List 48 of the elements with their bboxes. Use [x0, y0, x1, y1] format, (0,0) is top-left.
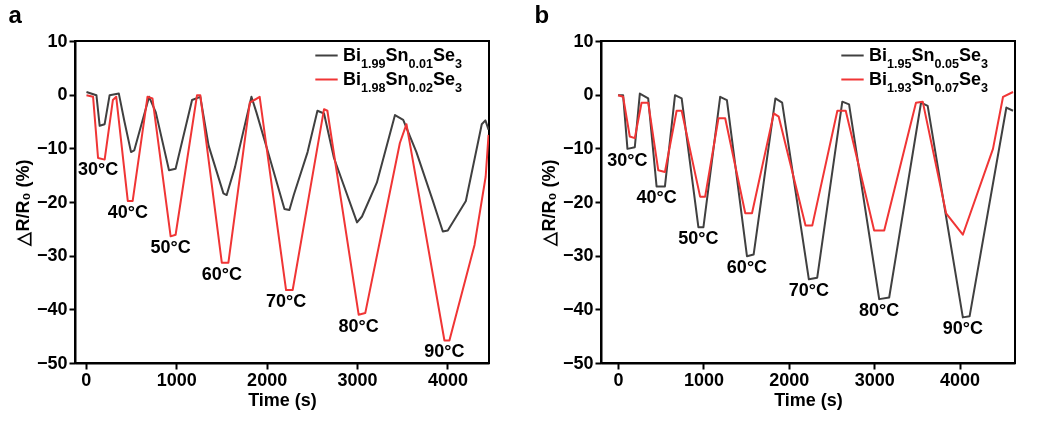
x-tick-label: 3000	[337, 369, 378, 390]
annotation: 50°C	[150, 237, 191, 258]
y-tick-label: −20	[36, 191, 68, 212]
y-tick-label: −50	[36, 352, 68, 373]
legend-label: Bi$_{1.98}$Sn$_{0.02}$Se$_{3}$	[343, 68, 463, 95]
y-tick-label: 10	[573, 30, 594, 51]
annotation: 60°C	[726, 257, 768, 278]
y-tick-label: −50	[562, 352, 594, 373]
y-tick-label: 0	[583, 84, 594, 105]
annotation: 50°C	[678, 228, 719, 249]
x-tick-label: 1000	[683, 369, 724, 390]
annotation: 80°C	[338, 315, 379, 336]
annotation: 90°C	[424, 341, 465, 362]
x-tick-label: 4000	[427, 369, 468, 390]
y-axis-title: △R/R₀ (%)	[538, 159, 559, 247]
chart-title: a	[8, 1, 23, 28]
x-tick-label: 2000	[247, 369, 288, 390]
x-tick-label: 2000	[769, 369, 810, 390]
annotation: 70°C	[265, 291, 307, 312]
x-tick-label: 1000	[156, 369, 197, 390]
y-axis-title: △R/R₀ (%)	[12, 159, 33, 247]
y-tick-label: 0	[57, 84, 68, 105]
annotation: 40°C	[107, 201, 148, 222]
x-tick-label: 4000	[939, 369, 981, 390]
chart-title: b	[534, 1, 550, 28]
legend-label: Bi$_{1.93}$Sn$_{0.07}$Se$_{3}$	[869, 68, 989, 95]
x-tick-label: 3000	[854, 369, 895, 390]
annotation: 60°C	[201, 263, 242, 284]
x-tick-label: 0	[81, 369, 92, 390]
legend-label: Bi$_{1.95}$Sn$_{0.05}$Se$_{3}$	[869, 44, 989, 71]
x-axis-title: Time (s)	[248, 389, 317, 410]
annotation: 30°C	[607, 149, 648, 170]
legend-label: Bi$_{1.99}$Sn$_{0.01}$Se$_{3}$	[343, 44, 463, 71]
x-axis-title: Time (s)	[774, 389, 843, 410]
y-tick-label: 10	[47, 30, 68, 51]
y-tick-label: −20	[562, 191, 594, 212]
y-tick-label: −10	[36, 137, 68, 158]
annotation: 70°C	[788, 280, 829, 301]
annotation: 40°C	[636, 187, 677, 208]
annotation: 30°C	[77, 158, 119, 179]
y-tick-label: −30	[36, 245, 68, 266]
y-tick-label: −40	[562, 298, 594, 319]
annotation: 80°C	[859, 300, 900, 321]
y-tick-label: −10	[562, 137, 594, 158]
x-tick-label: 0	[613, 369, 624, 390]
annotation: 90°C	[942, 318, 983, 339]
y-tick-label: −30	[562, 245, 594, 266]
y-tick-label: −40	[36, 298, 68, 319]
